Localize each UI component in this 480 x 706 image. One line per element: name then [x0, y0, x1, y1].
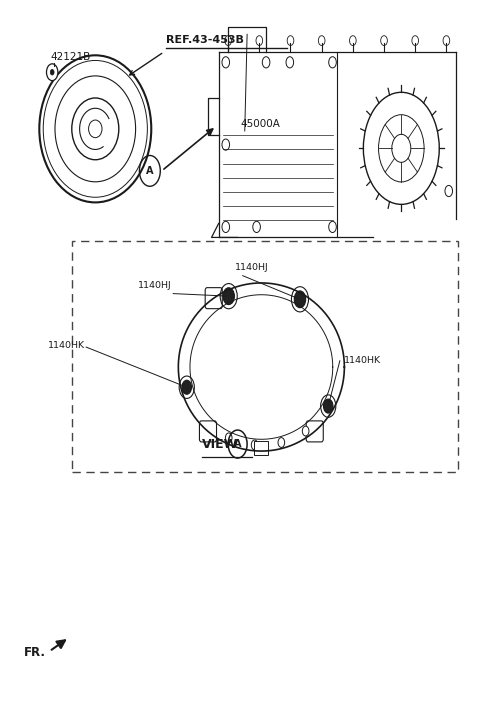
Text: REF.43-453B: REF.43-453B [167, 35, 244, 44]
Text: 1140HJ: 1140HJ [138, 281, 172, 290]
FancyBboxPatch shape [254, 441, 268, 455]
Circle shape [222, 139, 229, 150]
Circle shape [262, 56, 270, 68]
Circle shape [324, 399, 333, 413]
Circle shape [182, 381, 192, 394]
Text: FR.: FR. [24, 646, 46, 659]
Circle shape [50, 69, 54, 75]
Circle shape [253, 221, 261, 232]
Text: 1140HK: 1140HK [344, 356, 382, 364]
Circle shape [222, 221, 229, 232]
FancyBboxPatch shape [205, 287, 222, 309]
Ellipse shape [89, 120, 102, 138]
Text: A: A [234, 439, 241, 449]
FancyBboxPatch shape [306, 421, 323, 442]
Circle shape [222, 56, 229, 68]
Circle shape [223, 288, 234, 304]
Circle shape [445, 186, 453, 197]
Text: 1140HJ: 1140HJ [235, 263, 269, 273]
Circle shape [302, 426, 309, 436]
Circle shape [294, 291, 306, 308]
Text: A: A [146, 166, 154, 176]
Circle shape [286, 56, 294, 68]
Circle shape [252, 440, 258, 450]
Text: 45000A: 45000A [240, 119, 280, 129]
Circle shape [329, 221, 336, 232]
Text: 42121B: 42121B [50, 52, 90, 62]
Text: VIEW: VIEW [202, 438, 239, 450]
Circle shape [329, 56, 336, 68]
Circle shape [278, 438, 285, 448]
Circle shape [47, 64, 58, 80]
Text: 1140HK: 1140HK [48, 342, 85, 350]
FancyBboxPatch shape [200, 421, 216, 442]
Circle shape [226, 433, 232, 443]
